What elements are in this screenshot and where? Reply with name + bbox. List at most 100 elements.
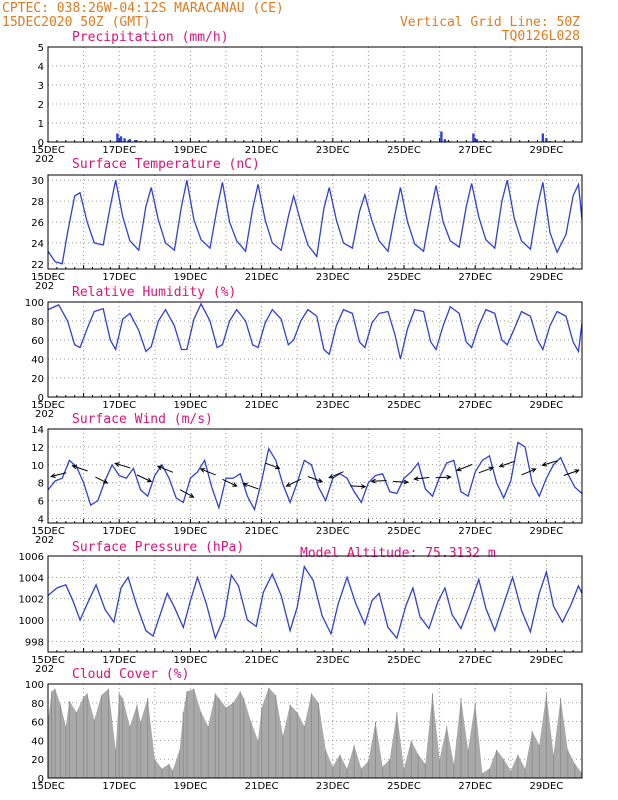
y-tick-label: 14: [31, 425, 44, 436]
wind-arrow-shaft: [307, 476, 323, 483]
wind-arrow-shaft: [95, 476, 108, 484]
wind-arrow-head: [455, 466, 462, 472]
wind-arrow-shaft: [243, 483, 259, 490]
panel-frame: [47, 174, 583, 270]
panel-title: Surface Temperature (nC): [72, 157, 260, 172]
wind-arrow: [264, 462, 281, 470]
y-tick-label: 5: [38, 43, 44, 54]
wind-arrow: [136, 474, 153, 483]
y-tick-label: 80: [31, 317, 44, 328]
wind-arrow-shaft: [350, 485, 366, 488]
wind-arrow-head: [50, 473, 56, 478]
panel-cloud-cover: Cloud Cover (%) 0 20 40 60 80 100 15DEC 17DEC 19D…: [25, 667, 583, 792]
x-tick-label: 29DEC: [530, 272, 564, 283]
y-tick-label: 100: [25, 680, 44, 691]
x-year-stub: 202: [35, 154, 54, 165]
wind-arrow-head: [199, 468, 206, 473]
y-tick-label: 8: [38, 479, 44, 490]
precip-bar: [440, 131, 443, 142]
x-tick-label: 27DEC: [458, 145, 492, 156]
x-tick-label: 25DEC: [387, 400, 421, 411]
x-tick-label: 27DEC: [458, 526, 492, 537]
wind-arrow: [413, 476, 430, 482]
y-tick-label: 3: [38, 81, 44, 92]
x-tick-label: 17DEC: [102, 272, 136, 283]
wind-arrow: [114, 462, 131, 469]
wind-arrow-shaft: [371, 480, 387, 482]
wind-arrow-head: [446, 474, 452, 480]
wind-arrow: [307, 476, 324, 483]
y-tick-label: 22: [31, 260, 44, 271]
panel-frame: [47, 428, 583, 524]
y-tick-label: 4: [38, 62, 44, 73]
x-tick-label: 27DEC: [458, 655, 492, 666]
wind-arrow-shaft: [414, 476, 430, 480]
wind-arrow: [71, 464, 88, 472]
y-tick-label: 998: [25, 637, 44, 648]
x-tick-label: 17DEC: [102, 655, 136, 666]
x-tick-label: 21DEC: [245, 272, 279, 283]
wind-arrow-head: [102, 479, 109, 484]
wind-arrow-shaft: [200, 468, 216, 476]
panel-title: Relative Humidity (%): [72, 285, 236, 300]
wind-arrow-head: [274, 464, 281, 470]
wind-arrow: [179, 489, 195, 498]
y-tick-label: 10: [31, 461, 44, 472]
y-tick-label: 0: [38, 774, 44, 785]
y-tick-label: 1002: [19, 595, 44, 606]
x-tick-label: 15DEC: [31, 145, 65, 156]
x-tick-label: 17DEC: [102, 145, 136, 156]
series-line: [47, 564, 583, 641]
wind-arrow-shaft: [264, 462, 280, 469]
wind-arrow: [541, 460, 558, 467]
y-tick-label: 100: [25, 298, 44, 309]
y-tick-label: 2: [38, 100, 44, 111]
header-date: 15DEC2020 50Z (GMT): [2, 15, 151, 30]
wind-arrow-head: [146, 477, 153, 483]
x-tick-label: 23DEC: [316, 526, 350, 537]
y-tick-label: 0: [38, 393, 44, 404]
x-tick-label: 27DEC: [458, 272, 492, 283]
x-tick-label: 25DEC: [387, 145, 421, 156]
wind-arrow-head: [189, 493, 195, 498]
panel-precipitation-mm-h: Precipitation (mm/h) 0 1 2 3 4 5 15DEC 17DEC 19DE…: [31, 30, 583, 165]
x-tick-label: 27DEC: [458, 781, 492, 792]
wind-arrow: [478, 466, 495, 474]
x-tick-label: 19DEC: [174, 781, 208, 792]
x-tick-label: 23DEC: [316, 781, 350, 792]
wind-arrow-head: [285, 482, 292, 487]
wind-arrow: [328, 471, 344, 479]
wind-arrow-head: [114, 462, 120, 467]
panel-frame: [47, 46, 583, 143]
y-tick-label: 26: [31, 218, 44, 229]
wind-arrow: [350, 484, 367, 489]
wind-arrow-shaft: [179, 489, 194, 498]
wind-arrow-head: [403, 479, 410, 485]
x-tick-label: 23DEC: [316, 272, 350, 283]
wind-arrow-shaft: [478, 467, 494, 474]
header-model-code: TQ0126L028: [502, 29, 580, 44]
x-tick-label: 17DEC: [102, 781, 136, 792]
x-tick-label: 29DEC: [530, 781, 564, 792]
y-tick-label: 1: [38, 119, 44, 130]
x-tick-label: 15DEC: [31, 272, 65, 283]
y-tick-label: 40: [31, 736, 44, 747]
x-tick-label: 29DEC: [530, 655, 564, 666]
wind-arrow-head: [317, 478, 324, 483]
wind-arrow-head: [370, 478, 376, 484]
x-tick-label: 19DEC: [174, 655, 208, 666]
x-tick-label: 15DEC: [31, 781, 65, 792]
y-tick-label: 80: [31, 699, 44, 710]
y-tick-label: 4: [38, 515, 44, 526]
y-tick-label: 60: [31, 718, 44, 729]
wind-arrow-head: [498, 463, 505, 468]
panel-relative-humidity: Relative Humidity (%) 0 20 40 60 80 100 15DEC 17…: [25, 285, 583, 420]
model-altitude: Model Altitude: 75.3132 m: [300, 546, 496, 561]
wind-arrow: [521, 468, 537, 476]
wind-arrow: [285, 478, 301, 487]
y-tick-label: 40: [31, 355, 44, 366]
x-tick-label: 17DEC: [102, 526, 136, 537]
wind-arrow-shaft: [157, 465, 174, 473]
panel-frame: [47, 555, 583, 653]
x-tick-label: 25DEC: [387, 526, 421, 537]
